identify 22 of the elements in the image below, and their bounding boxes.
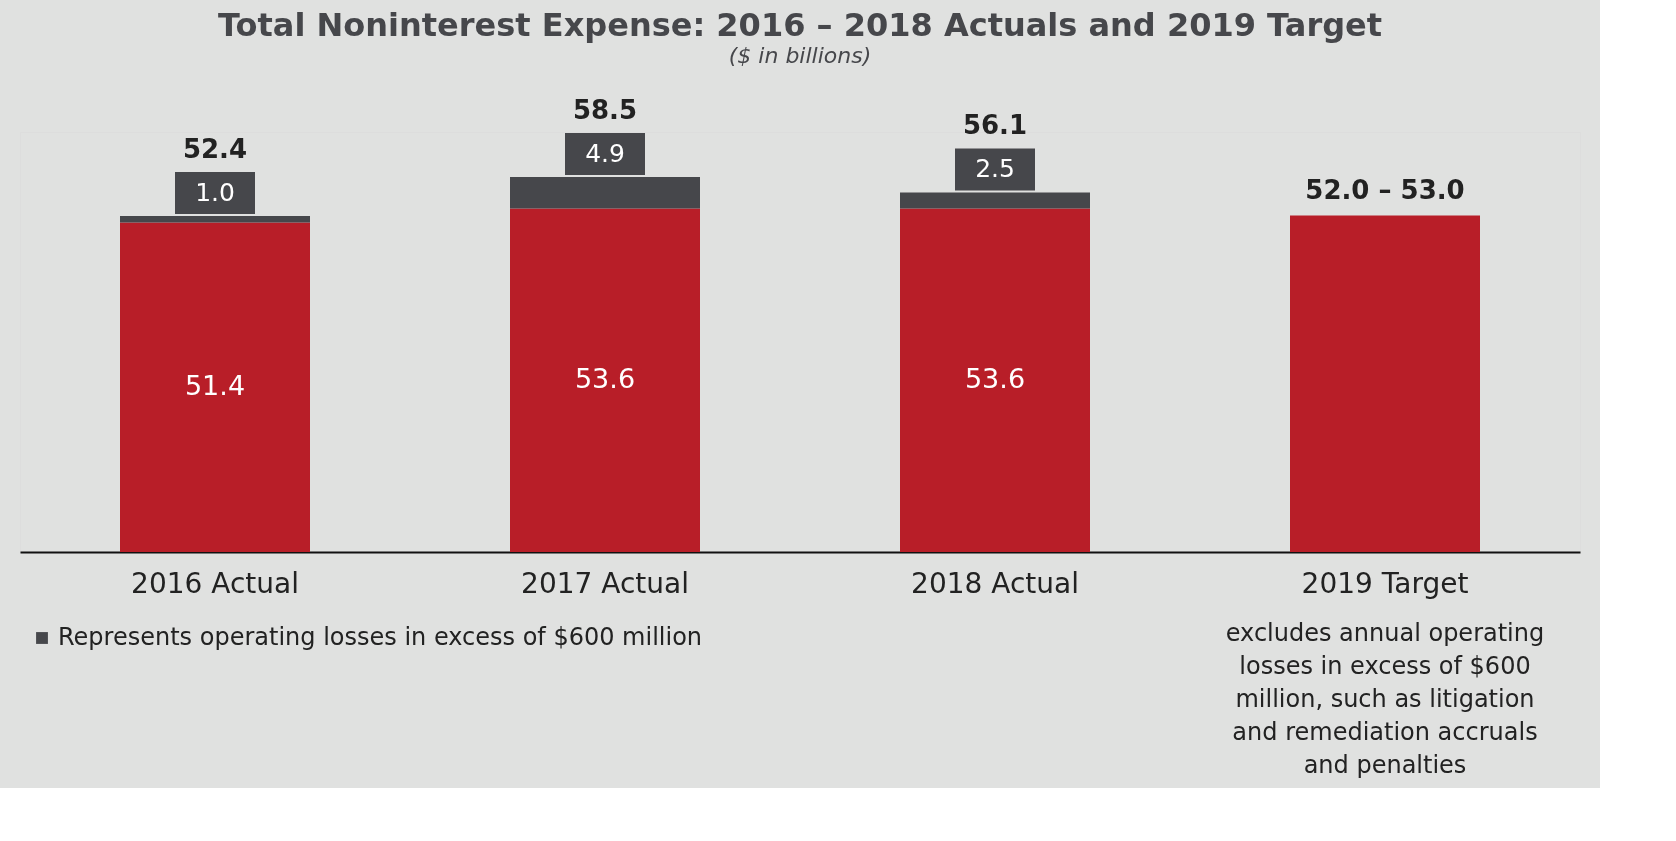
text: excludes annual operating losses in excess of $600 million, such as litigation and remediation accruals and penalties xyxy=(1225,619,1545,779)
data-label: 51.4 xyxy=(184,370,246,402)
bar xyxy=(120,222,310,552)
data-label: 53.6 xyxy=(964,363,1026,395)
x-tick-label: 2018 Actual xyxy=(911,566,1079,600)
total-label: 56.1 xyxy=(962,110,1028,141)
total-label: 58.5 xyxy=(572,95,638,125)
total-label: 52.0 – 53.0 xyxy=(1305,175,1465,206)
chart-title: Total Noninterest Expense: 2016 – 2018 Actuals and 2019 Target xyxy=(217,6,1383,44)
total-label: 52.4 xyxy=(182,134,248,165)
x-tick-label: 2019 Target xyxy=(1301,566,1469,600)
data-label: 4.9 xyxy=(585,139,625,168)
bar xyxy=(510,208,700,552)
legend-label: Represents operating losses in excess of $600 million xyxy=(58,623,703,651)
x-tick-label: 2016 Actual xyxy=(131,566,299,600)
bar xyxy=(1290,215,1480,552)
data-label: 2.5 xyxy=(975,154,1015,184)
data-label: 1.0 xyxy=(195,178,235,208)
chart-subtitle: ($ in billions) xyxy=(728,43,872,68)
bar xyxy=(900,208,1090,552)
data-label: 53.6 xyxy=(574,363,636,395)
x-tick-label: 2017 Actual xyxy=(521,566,689,600)
